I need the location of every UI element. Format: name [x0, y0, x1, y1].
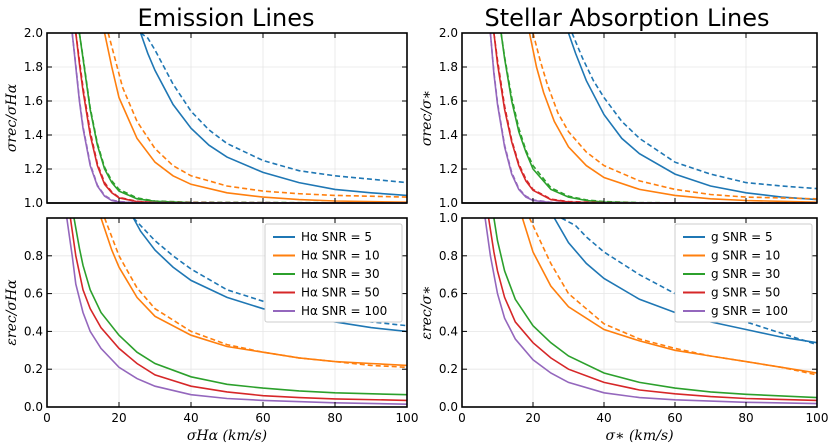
series-solid-line-0: [139, 33, 407, 197]
x-tick-label: 100: [396, 411, 419, 425]
legend: g SNR = 5 g SNR = 10 g SNR = 30 g SNR = 50 g…: [674, 223, 813, 323]
panel-absorption-top: 1.0 1.2 1.4 1.6 1.8 2.0 σrec/σ∗: [419, 26, 818, 210]
legend-label-3: Hα SNR = 50: [301, 286, 380, 300]
series-solid-line-1: [100, 218, 407, 367]
y-tick-label: 1.4: [439, 128, 458, 142]
series-solid-line-0: [553, 218, 817, 344]
panel-emission-top: 1.0 1.2 1.4 1.6 1.8 2.0 σrec/σHα: [4, 26, 408, 210]
x-tick-label: 80: [738, 411, 753, 425]
series-solid-line-2: [78, 33, 407, 203]
y-tick-label: 1.2: [24, 162, 43, 176]
series-solid-line-3: [487, 218, 817, 402]
legend-box: [674, 223, 813, 323]
plot-frame: [461, 32, 818, 204]
y-axis-label: σrec/σ∗: [419, 90, 435, 146]
y-tick-label: 0.8: [24, 249, 43, 263]
series-solid-line-4: [66, 218, 407, 405]
series-solid-line-2: [500, 33, 817, 203]
legend-box: [264, 223, 403, 323]
series-solid-line-0: [567, 33, 817, 201]
x-tick-label: 0: [43, 411, 51, 425]
legend-label-4: Hα SNR = 100: [301, 304, 387, 318]
x-tick-label: 80: [327, 411, 342, 425]
x-tick-label: 20: [525, 411, 540, 425]
legend-label-1: Hα SNR = 10: [301, 249, 380, 263]
panel-absorption-bottom: 0 20 40 60 80 100 0.0 0.2 0.4 0.6 0.8 1.0 εrec/σ∗ σ∗ …: [419, 211, 828, 444]
panel-emission-bottom: 0 20 40 60 80 100 0.0 0.2 0.4 0.6 0.8 εrec/σHα σHα (…: [4, 217, 419, 444]
y-axis-label: εrec/σ∗: [419, 285, 435, 339]
series-solid-line-1: [528, 33, 817, 203]
y-tick-label: 1.8: [439, 60, 458, 74]
x-axis-label: σHα (km/s): [187, 428, 267, 444]
series-solid-line-3: [69, 218, 407, 402]
series-solid-line-0: [132, 218, 407, 333]
legend-label-4: g SNR = 100: [711, 304, 788, 318]
series-solid-line-2: [493, 218, 817, 399]
x-tick-label: 40: [183, 411, 198, 425]
y-tick-label: 2.0: [24, 26, 43, 40]
y-tick-label: 0.6: [24, 287, 43, 301]
series-solid-line-4: [484, 218, 817, 405]
series-dashed-line-0: [561, 218, 817, 346]
plot-frame: [461, 217, 818, 408]
y-tick-label: 1.2: [439, 162, 458, 176]
series-dashed-line-0: [140, 33, 407, 184]
y-tick-label: 0.0: [24, 400, 43, 414]
y-tick-label: 1.0: [24, 196, 43, 210]
y-tick-label: 0.2: [439, 362, 458, 376]
y-tick-label: 0.8: [439, 249, 458, 263]
y-tick-label: 2.0: [439, 26, 458, 40]
series-dashed-line-1: [107, 33, 407, 198]
title-emission: Emission Lines: [138, 4, 315, 32]
x-tick-label: 20: [111, 411, 126, 425]
legend-label-1: g SNR = 10: [711, 249, 780, 263]
series-solid-line-1: [521, 218, 817, 374]
y-tick-label: 1.8: [24, 60, 43, 74]
y-tick-label: 0.0: [439, 400, 458, 414]
series-dashed-line-0: [571, 33, 817, 190]
x-tick-label: 100: [806, 411, 829, 425]
panels: 1.01.21.41.61.82.0σrec/σHα1.01.21.41.61.…: [4, 26, 828, 444]
y-axis-label: εrec/σHα: [4, 279, 20, 346]
x-tick-label: 40: [596, 411, 611, 425]
series-solid-line-1: [103, 33, 407, 203]
title-absorption: Stellar Absorption Lines: [484, 4, 769, 32]
series-dashed-line-4: [71, 33, 407, 203]
series-solid-line-4: [71, 33, 407, 203]
y-tick-label: 1.6: [24, 94, 43, 108]
series-dashed-line-1: [532, 33, 817, 200]
series-dashed-line-2: [500, 33, 817, 203]
y-tick-label: 1.0: [439, 196, 458, 210]
series-group: [489, 33, 817, 203]
legend-label-3: g SNR = 50: [711, 286, 780, 300]
legend-label-2: Hα SNR = 30: [301, 267, 380, 281]
legend: Hα SNR = 5 Hα SNR = 10 Hα SNR = 30 Hα SNR =…: [264, 223, 403, 323]
series-solid-line-3: [75, 33, 407, 203]
y-tick-label: 0.6: [439, 287, 458, 301]
legend-label-2: g SNR = 30: [711, 267, 780, 281]
series-dashed-line-3: [75, 33, 407, 203]
series-group: [484, 218, 817, 405]
legend-label-0: g SNR = 5: [711, 230, 773, 244]
y-tick-label: 0.4: [24, 324, 43, 338]
y-axis-label: σrec/σHα: [4, 83, 20, 152]
x-tick-label: 60: [255, 411, 270, 425]
series-solid-line-2: [73, 218, 407, 396]
plot-frame: [46, 32, 408, 204]
plot-frame: [46, 217, 408, 408]
y-tick-label: 0.4: [439, 324, 458, 338]
x-axis-label: σ∗ (km/s): [605, 428, 673, 444]
legend-label-0: Hα SNR = 5: [301, 230, 372, 244]
y-tick-label: 0.2: [24, 362, 43, 376]
y-tick-label: 1.4: [24, 128, 43, 142]
x-tick-label: 60: [667, 411, 682, 425]
y-tick-label: 1.0: [439, 211, 458, 225]
y-tick-label: 1.6: [439, 94, 458, 108]
series-group: [71, 33, 407, 203]
x-tick-label: 0: [458, 411, 466, 425]
